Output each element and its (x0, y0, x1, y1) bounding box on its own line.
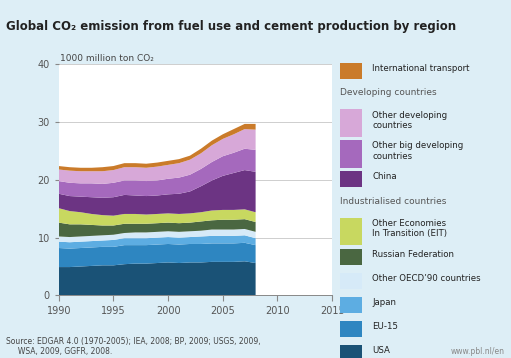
Text: www.pbl.nl/en: www.pbl.nl/en (451, 347, 505, 356)
Text: Japan: Japan (373, 298, 397, 307)
Bar (340, 140, 362, 168)
Text: Industrialised countries: Industrialised countries (340, 197, 446, 205)
Bar (340, 171, 362, 187)
Text: International transport: International transport (373, 64, 470, 73)
Text: EU-15: EU-15 (373, 322, 399, 331)
Bar (340, 109, 362, 137)
Bar (340, 345, 362, 358)
Bar (340, 272, 362, 289)
Text: Global CO₂ emission from fuel use and cement production by region: Global CO₂ emission from fuel use and ce… (6, 20, 456, 33)
Text: Other Economies
In Transition (EIT): Other Economies In Transition (EIT) (373, 219, 447, 238)
Text: Other developing
countries: Other developing countries (373, 111, 448, 130)
Text: Developing countries: Developing countries (340, 88, 436, 97)
Bar (340, 248, 362, 265)
Bar (340, 297, 362, 313)
Text: China: China (373, 172, 397, 181)
Text: 1000 million ton CO₂: 1000 million ton CO₂ (60, 54, 154, 63)
Bar (340, 218, 362, 245)
Text: Other OECD’90 countries: Other OECD’90 countries (373, 274, 481, 283)
Bar (340, 321, 362, 337)
Text: Russian Federation: Russian Federation (373, 250, 454, 259)
Text: USA: USA (373, 346, 390, 355)
Bar (340, 63, 362, 79)
Text: Other big developing
countries: Other big developing countries (373, 141, 463, 161)
Text: Source: EDGAR 4.0 (1970-2005); IEA, 2008; BP, 2009; USGS, 2009,
     WSA, 2009, : Source: EDGAR 4.0 (1970-2005); IEA, 2008… (6, 337, 261, 356)
